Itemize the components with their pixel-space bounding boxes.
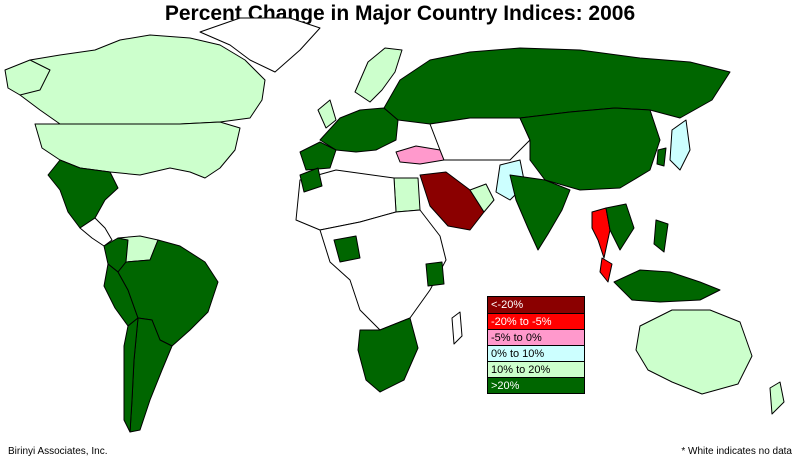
region-new-zealand [769,381,785,415]
region-central-asia [429,117,531,161]
region-philippines [653,219,669,253]
region-saudi-arabia [419,171,485,231]
region-southeast-asia [605,203,635,251]
legend-item: -5% to 0% [488,329,584,345]
legend-item: <-20% [488,297,584,313]
region-uk [317,99,337,129]
region-central-america [79,217,113,247]
region-india [509,174,571,251]
region-nigeria [333,235,361,263]
region-australia [635,309,753,395]
region-scandinavia [354,47,403,103]
region-morocco [299,167,323,193]
region-korea [656,147,667,167]
region-canada [11,34,266,125]
legend: <-20% -20% to -5% -5% to 0% 0% to 10% 10… [487,296,585,394]
region-kenya [425,261,445,287]
region-turkey [395,145,445,165]
region-indonesia [613,269,721,303]
legend-item: >20% [488,377,584,393]
legend-item: -20% to -5% [488,313,584,329]
region-malaysia [599,257,613,283]
region-egypt [393,177,421,213]
region-japan [669,119,691,171]
region-madagascar [451,311,463,345]
region-chile [123,317,139,433]
region-brazil [117,239,219,347]
region-greenland [199,17,321,73]
legend-item: 10% to 20% [488,361,584,377]
region-alaska [4,59,51,96]
region-southern-africa [357,317,419,393]
footnote-text: * White indicates no data [681,446,792,457]
region-russia [383,47,731,125]
region-iberia [299,141,337,171]
region-gulf-states [469,183,495,213]
region-china [519,107,661,191]
region-western-europe [319,107,399,153]
credit-text: Birinyi Associates, Inc. [8,446,108,457]
legend-item: 0% to 10% [488,345,584,361]
